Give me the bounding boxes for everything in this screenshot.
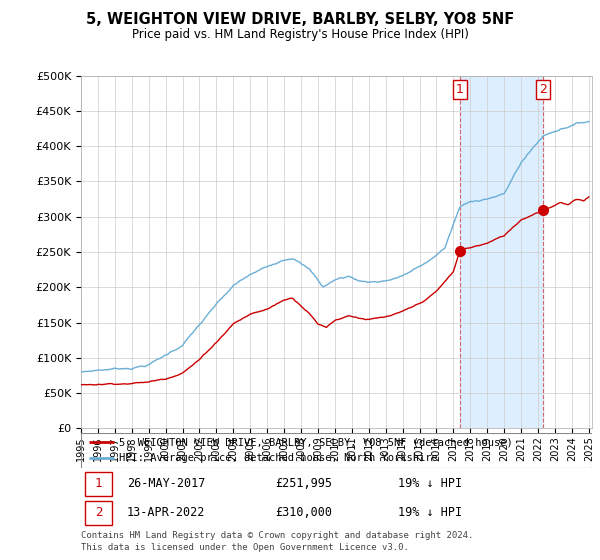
FancyBboxPatch shape xyxy=(85,501,112,525)
Text: 19% ↓ HPI: 19% ↓ HPI xyxy=(398,506,462,520)
Text: £310,000: £310,000 xyxy=(275,506,332,520)
Text: HPI: Average price, detached house, North Yorkshire: HPI: Average price, detached house, Nort… xyxy=(119,453,438,463)
Text: 13-APR-2022: 13-APR-2022 xyxy=(127,506,205,520)
Text: Price paid vs. HM Land Registry's House Price Index (HPI): Price paid vs. HM Land Registry's House … xyxy=(131,28,469,41)
Text: 2: 2 xyxy=(95,506,102,520)
Text: 19% ↓ HPI: 19% ↓ HPI xyxy=(398,477,462,491)
Text: 5, WEIGHTON VIEW DRIVE, BARLBY, SELBY, YO8 5NF (detached house): 5, WEIGHTON VIEW DRIVE, BARLBY, SELBY, Y… xyxy=(119,437,513,447)
Text: 2: 2 xyxy=(539,83,547,96)
Text: Contains HM Land Registry data © Crown copyright and database right 2024.
This d: Contains HM Land Registry data © Crown c… xyxy=(81,531,473,552)
Text: 26-MAY-2017: 26-MAY-2017 xyxy=(127,477,205,491)
FancyBboxPatch shape xyxy=(85,472,112,496)
Bar xyxy=(460,76,543,428)
Text: 5, WEIGHTON VIEW DRIVE, BARLBY, SELBY, YO8 5NF: 5, WEIGHTON VIEW DRIVE, BARLBY, SELBY, Y… xyxy=(86,12,514,27)
Text: £251,995: £251,995 xyxy=(275,477,332,491)
Text: 1: 1 xyxy=(456,83,464,96)
Text: 1: 1 xyxy=(95,477,102,491)
